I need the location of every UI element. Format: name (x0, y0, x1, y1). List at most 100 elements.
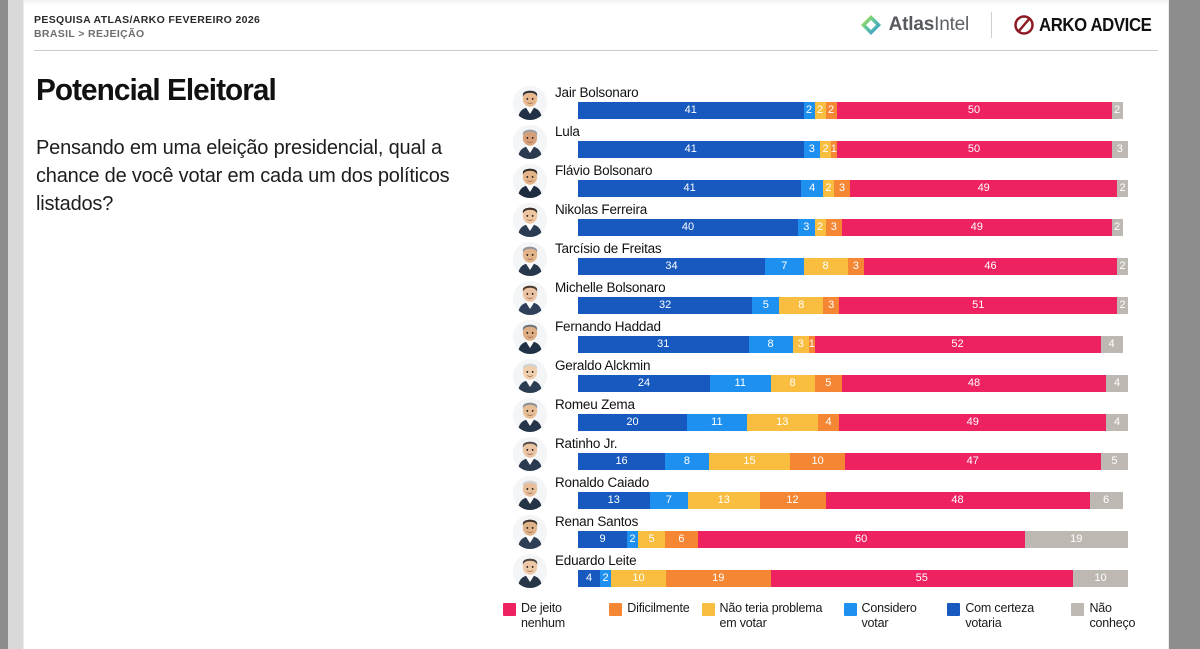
avatar-jair-bolsonaro (513, 86, 547, 120)
bar-segment-value: 46 (984, 260, 997, 272)
bar-segment-com-certeza-votaria: 24 (578, 375, 710, 392)
slide-header: PESQUISA ATLAS/ARKO FEVEREIRO 2026 BRASI… (24, 0, 1168, 56)
legend-label: Não conheço (1089, 601, 1136, 630)
candidate-name: Flávio Bolsonaro (555, 163, 653, 178)
candidate-stacked-bar: 41 4 2 3 49 2 (578, 180, 1128, 197)
bar-segment-value: 3 (808, 143, 815, 155)
bar-segment-dificilmente: 4 (817, 414, 840, 431)
avatar-lula (513, 125, 547, 159)
bar-segment-com-certeza-votaria: 31 (578, 336, 749, 353)
bar-segment-value: 49 (970, 221, 983, 233)
bar-segment-nao-teria-problema: 2 (823, 180, 834, 197)
bar-segment-nao-teria-problema: 8 (803, 258, 848, 275)
bar-segment-value: 5 (825, 377, 832, 389)
bar-segment-nao-conheco: 2 (1117, 180, 1128, 197)
bar-segment-de-jeito-nenhum: 52 (814, 336, 1101, 353)
breadcrumb-path: BRASIL > REJEIÇÃO (34, 28, 145, 40)
bar-segment-value: 1 (831, 143, 837, 155)
candidate-name: Eduardo Leite (555, 553, 637, 568)
bar-segment-com-certeza-votaria: 41 (578, 102, 804, 119)
avatar-eduardo-leite (513, 554, 547, 588)
candidate-name: Nikolas Ferreira (555, 202, 648, 217)
candidate-stacked-bar: 41 3 2 1 50 3 (578, 141, 1128, 158)
bar-segment-value: 60 (855, 533, 868, 545)
candidate-name: Lula (555, 124, 580, 139)
legend-item[interactable]: Com certeza votaria (947, 601, 1059, 631)
bar-segment-considero-votar: 2 (803, 102, 815, 119)
bar-segment-considero-votar: 8 (748, 336, 793, 353)
bar-segment-value: 2 (822, 143, 829, 155)
bar-segment-value: 4 (1108, 338, 1115, 350)
bar-segment-value: 7 (665, 494, 672, 506)
legend-item[interactable]: De jeito nenhum (503, 601, 597, 631)
bar-segment-dificilmente: 12 (759, 492, 826, 509)
arko-wordmark: ARKO ADVICE (1039, 14, 1152, 35)
candidate-stacked-bar: 4 2 10 19 55 10 (578, 570, 1128, 587)
bar-segment-value: 4 (1113, 377, 1121, 389)
bar-segment-nao-teria-problema: 15 (708, 453, 791, 470)
chart-row: Tarcísio de Freitas 34 7 8 3 46 2 (513, 240, 1153, 279)
chart-row: Romeu Zema 20 11 13 4 49 4 (513, 396, 1153, 435)
bar-segment-value: 5 (1111, 455, 1118, 467)
chart-row: Eduardo Leite 4 2 10 19 55 10 (513, 552, 1153, 591)
bar-segment-value: 19 (1070, 533, 1083, 545)
bar-segment-value: 48 (967, 377, 981, 389)
chart-row: Nikolas Ferreira 40 3 2 3 49 2 (513, 201, 1153, 240)
bar-segment-value: 48 (951, 494, 964, 506)
candidate-name: Geraldo Alckmin (555, 358, 651, 373)
bar-segment-considero-votar: 5 (752, 297, 780, 314)
atlasintel-logo: AtlasIntel (860, 14, 969, 36)
candidate-name: Ronaldo Caiado (555, 475, 650, 490)
bar-segment-value: 49 (966, 416, 979, 428)
bar-segment-nao-teria-problema: 2 (814, 102, 826, 119)
bar-segment-value: 41 (684, 143, 697, 155)
bar-segment-nao-conheco: 2 (1117, 297, 1128, 314)
window-right-gutter (1168, 0, 1200, 649)
survey-question: Pensando em uma eleição presidencial, qu… (36, 137, 450, 215)
legend-item[interactable]: Dificilmente (609, 601, 690, 616)
bar-segment-value: 52 (951, 338, 964, 350)
bar-segment-value: 2 (805, 104, 813, 116)
lead-column: Potencial Eleitoral Pensando em uma elei… (36, 72, 506, 218)
legend-item[interactable]: Não conheço (1071, 601, 1151, 631)
bar-segment-value: 4 (825, 416, 832, 428)
bar-segment-value: 2 (816, 104, 824, 116)
bar-segment-considero-votar: 4 (801, 180, 824, 197)
bar-segment-nao-teria-problema: 3 (792, 336, 809, 353)
candidate-name: Tarcísio de Freitas (555, 241, 662, 256)
bar-segment-value: 24 (637, 377, 651, 389)
bar-segment-value: 2 (629, 533, 636, 545)
bar-segment-value: 20 (626, 416, 639, 428)
bar-segment-com-certeza-votaria: 34 (578, 258, 765, 275)
bar-segment-de-jeito-nenhum: 47 (844, 453, 1101, 470)
bar-segment-de-jeito-nenhum: 50 (836, 102, 1112, 119)
bar-segment-value: 3 (830, 221, 837, 233)
window-left-gutter (0, 0, 8, 649)
legend-item[interactable]: Não teria problema em votar (701, 601, 832, 631)
bar-segment-value: 41 (683, 182, 696, 194)
chart-row: Ronaldo Caiado 13 7 13 12 48 6 (513, 474, 1153, 513)
avatar-tarcisio-de-freitas (513, 242, 547, 276)
bar-segment-nao-teria-problema: 13 (746, 414, 818, 431)
bar-segment-de-jeito-nenhum: 60 (697, 531, 1025, 548)
atlasintel-wordmark: AtlasIntel (889, 14, 970, 36)
bar-segment-nao-conheco: 2 (1111, 102, 1123, 119)
avatar-renan-santos (513, 515, 547, 549)
bar-segment-dificilmente: 1 (809, 336, 815, 353)
avatar-fernando-haddad (513, 320, 547, 354)
candidate-name: Jair Bolsonaro (555, 85, 639, 100)
bar-segment-value: 3 (828, 299, 835, 311)
legend-swatch-icon (609, 603, 623, 616)
bar-segment-value: 3 (1116, 143, 1123, 155)
bar-segment-nao-conheco: 10 (1073, 570, 1128, 587)
candidate-name: Renan Santos (555, 514, 639, 529)
bar-segment-value: 2 (1119, 182, 1126, 194)
bar-segment-value: 2 (825, 182, 832, 194)
bar-segment-com-certeza-votaria: 9 (578, 531, 628, 548)
slide-canvas: PESQUISA ATLAS/ARKO FEVEREIRO 2026 BRASI… (24, 0, 1168, 649)
legend-item[interactable]: Considero votar (843, 601, 936, 631)
bar-segment-de-jeito-nenhum: 48 (825, 492, 1090, 509)
bar-segment-de-jeito-nenhum: 51 (839, 297, 1118, 314)
bar-segment-nao-conheco: 4 (1100, 336, 1123, 353)
bar-segment-value: 2 (1113, 221, 1121, 233)
